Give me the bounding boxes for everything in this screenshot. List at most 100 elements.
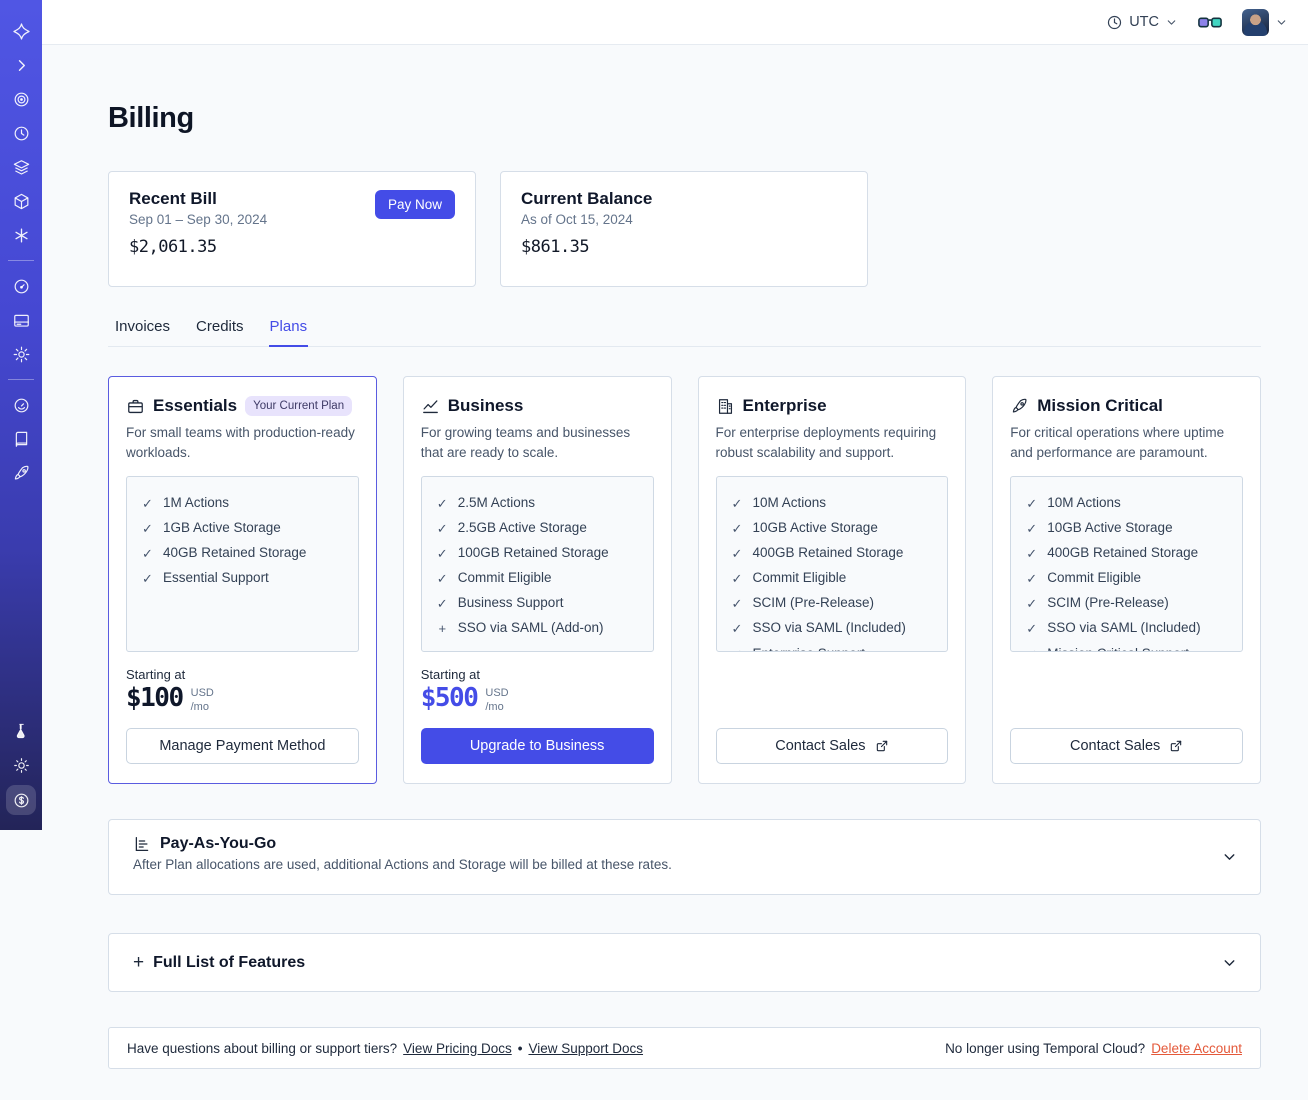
check-icon: ✓ (1026, 545, 1038, 561)
plan-name: Mission Critical (1037, 396, 1163, 415)
footer-bar: Have questions about billing or support … (108, 1027, 1261, 1069)
view-pricing-docs-link[interactable]: View Pricing Docs (403, 1040, 512, 1056)
billing-dollar-icon[interactable] (6, 785, 36, 815)
temporal-logo-icon[interactable] (7, 17, 35, 45)
plan-feature-text: SSO via SAML (Add-on) (457, 620, 604, 636)
check-icon: ✓ (731, 571, 743, 587)
plan-feature-row: ✓ 10GB Active Storage (727, 516, 938, 541)
billing-tabs: Invoices Credits Plans (108, 314, 1261, 347)
usage-gauge-icon[interactable] (7, 272, 35, 300)
plan-feature-row: ✓ 40GB Retained Storage (137, 541, 348, 566)
check-icon: ✓ (1025, 646, 1038, 651)
plan-feature-row: ✓ 1GB Active Storage (137, 516, 348, 541)
plan-header: Enterprise (716, 396, 949, 416)
expand-chevron-right-icon[interactable] (7, 51, 35, 79)
upgrade-business-button[interactable]: Upgrade to Business (420, 728, 654, 764)
tab-plans[interactable]: Plans (268, 314, 309, 347)
view-support-docs-link[interactable]: View Support Docs (528, 1040, 644, 1056)
plan-feature-box: ✓ 10M Actions ✓ 10GB Active Storage ✓ 40… (715, 476, 949, 652)
check-icon: ✓ (731, 520, 743, 536)
plan-feature-row: ✓ 2.5GB Active Storage (432, 516, 643, 541)
plan-feature-text: SCIM (Pre-Release) (1047, 595, 1169, 611)
nexus-asterisk-icon[interactable] (7, 221, 35, 249)
plan-feature-text: 10GB Active Storage (752, 519, 878, 535)
tab-credits[interactable]: Credits (196, 318, 244, 335)
namespaces-icon[interactable] (7, 85, 35, 113)
chevron-down-icon[interactable] (1221, 954, 1238, 971)
rocket-icon[interactable] (7, 459, 35, 487)
layers-icon[interactable] (7, 153, 35, 181)
check-icon: ✓ (731, 596, 743, 612)
contact-sales-button[interactable]: Contact Sales (715, 728, 949, 764)
timezone-selector[interactable]: UTC (1106, 14, 1178, 31)
chevron-down-icon[interactable] (1221, 849, 1238, 866)
current-balance-card: Current Balance As of Oct 15, 2024 $861.… (500, 171, 868, 287)
pay-now-button[interactable]: Pay Now (374, 190, 455, 219)
plan-feature-text: 2.5GB Active Storage (457, 519, 587, 535)
check-icon: ✓ (142, 520, 153, 536)
plan-feature-row: ✓ SCIM (Pre-Release) (1021, 592, 1232, 617)
plan-name: Essentials (153, 396, 238, 415)
contact-sales-button[interactable]: Contact Sales (1010, 728, 1243, 764)
delete-question: No longer using Temporal Cloud? (945, 1040, 1146, 1056)
plan-description: For critical operations where uptime and… (1010, 425, 1225, 460)
footer-question: Have questions about billing or support … (127, 1040, 398, 1056)
building-icon (718, 398, 732, 414)
account-menu[interactable] (1242, 8, 1288, 36)
schedules-clock-icon[interactable] (7, 119, 35, 147)
payg-accordion[interactable]: Pay-As-You-Go After Plan allocations are… (108, 819, 1261, 895)
theme-sun-icon[interactable] (7, 751, 35, 779)
feedback-glasses-icon[interactable] (1198, 15, 1222, 30)
plan-feature-text: 400GB Retained Storage (752, 544, 904, 560)
plan-price: $100 (126, 683, 184, 713)
plan-feature-row: ✓ Business Support (432, 592, 643, 617)
check-icon: ✓ (436, 596, 448, 612)
labs-flask-icon[interactable] (7, 717, 35, 745)
plan-feature-row: ✓ Commit Eligible (727, 567, 938, 592)
check-icon: ✓ (731, 621, 743, 637)
plan-card-enterprise: Enterprise For enterprise deployments re… (697, 376, 967, 784)
manage-payment-button[interactable]: Manage Payment Method (126, 728, 359, 764)
check-icon: ✓ (731, 646, 744, 651)
check-icon: ✓ (731, 545, 743, 561)
settings-gear-icon[interactable] (7, 340, 35, 368)
current-balance-amount: $861.35 (521, 237, 590, 257)
sidebar (0, 0, 42, 830)
summary-row: Recent Bill Sep 01 – Sep 30, 2024 $2,061… (108, 171, 1261, 287)
payg-title: Pay-As-You-Go (160, 835, 277, 852)
check-icon: ✓ (1026, 596, 1038, 612)
plan-feature-row: ✓ 1M Actions (137, 491, 348, 516)
plan-feature-row: ✓ 100GB Retained Storage (432, 541, 643, 566)
plan-feature-text: 10M Actions (752, 494, 827, 510)
check-icon: ✓ (1026, 495, 1038, 511)
price-block: Starting at $100 USD/mo (126, 667, 359, 715)
support-icon[interactable] (7, 391, 35, 419)
delete-account-link[interactable]: Delete Account (1151, 1040, 1242, 1056)
plan-feature-row: ✓ 10M Actions (727, 491, 938, 516)
plan-feature-row: ✓ SSO via SAML (Included) (727, 617, 938, 642)
plans-grid: Essentials Your Current Plan For small t… (108, 376, 1261, 784)
contact-sales-label: Contact Sales (1069, 738, 1161, 754)
timezone-label: UTC (1129, 14, 1159, 30)
price-unit: USD/mo (190, 687, 214, 713)
check-icon: ✓ (436, 520, 448, 536)
docs-book-icon[interactable] (7, 425, 35, 453)
plan-feature-text: Business Support (457, 595, 564, 611)
plan-feature-text: 100GB Retained Storage (457, 544, 609, 560)
invoices-card-icon[interactable] (7, 306, 35, 334)
plan-feature-row: ✓ 10GB Active Storage (1021, 516, 1232, 541)
check-icon: ✓ (142, 571, 153, 587)
plan-card-mission-critical: Mission Critical For critical operations… (992, 376, 1261, 784)
starting-at-label: Starting at (420, 667, 481, 682)
features-accordion[interactable]: + Full List of Features (108, 933, 1261, 992)
plan-feature-text: 10M Actions (1047, 494, 1121, 510)
check-icon: ✓ (436, 545, 448, 561)
tab-invoices[interactable]: Invoices (115, 318, 171, 335)
deployments-cube-icon[interactable] (7, 187, 35, 215)
plan-feature-row: ✓ Enterprise Support (727, 642, 938, 651)
external-link-icon (876, 740, 887, 752)
plan-feature-row: ✓ Mission Critical Support (1021, 642, 1232, 651)
plan-feature-text: 40GB Retained Storage (163, 544, 307, 560)
plan-header: Essentials Your Current Plan (126, 396, 359, 416)
sidebar-divider (8, 260, 34, 261)
